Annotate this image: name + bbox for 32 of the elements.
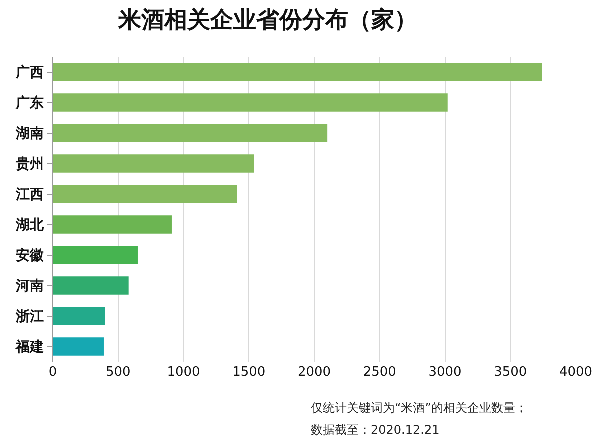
y-tick-label: 贵州 [15, 156, 44, 173]
bar [53, 124, 328, 142]
y-tick-label: 湖南 [15, 126, 44, 142]
bar [53, 338, 104, 356]
y-tick-label: 安徽 [16, 247, 46, 264]
bar [53, 276, 129, 295]
bar [53, 185, 238, 204]
bar [53, 63, 542, 82]
x-tick-label: 1500 [232, 365, 266, 380]
x-tick-label: 3500 [494, 365, 528, 380]
x-tick-label: 0 [48, 365, 58, 380]
x-tick-label: 4000 [559, 365, 593, 380]
x-tick-label: 500 [106, 365, 131, 380]
bar [53, 154, 254, 173]
chart-title: 米酒相关企业省份分布（家） [118, 6, 418, 34]
x-tick-label: 1000 [167, 365, 200, 380]
bar [53, 246, 138, 264]
bar [53, 94, 448, 112]
y-tick-label: 广西 [15, 64, 44, 82]
x-tick-label: 2000 [298, 365, 332, 380]
text: 数据截至：2020.12.21 [311, 423, 440, 437]
x-tick-label: 2500 [363, 365, 396, 380]
text: 仅统计关键词为“米酒”的相关企业数量； [311, 401, 528, 415]
y-tick-label: 湖北 [15, 218, 46, 234]
y-tick-label: 江西 [15, 187, 44, 204]
bar [53, 307, 106, 326]
y-tick-label: 浙江 [15, 309, 44, 326]
x-tick-label: 3000 [428, 365, 462, 380]
bar [53, 216, 172, 234]
y-tick-label: 广东 [15, 94, 44, 112]
y-tick-label: 河南 [15, 278, 44, 295]
y-tick-label: 福建 [15, 338, 44, 356]
